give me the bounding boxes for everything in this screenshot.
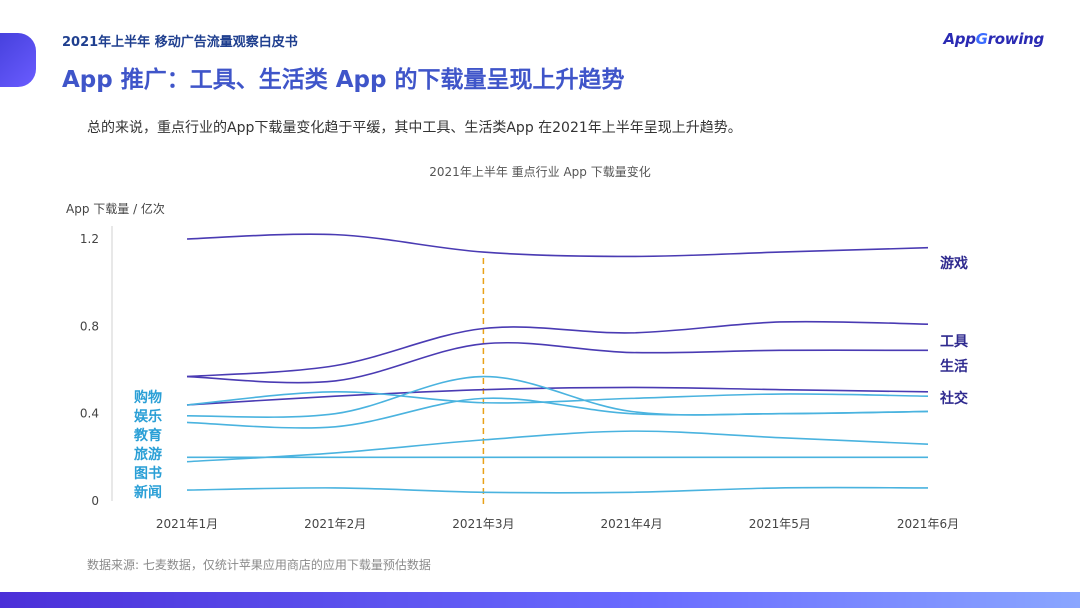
series-line-教育: [186, 397, 929, 429]
series-label-旅游: 旅游: [134, 446, 162, 463]
series-line-购物: [186, 391, 929, 406]
y-tick-label: 0.8: [80, 319, 99, 333]
logo-g: G: [975, 30, 988, 48]
series-line-工具: [186, 320, 929, 378]
series-label-社交: 社交: [939, 390, 968, 407]
x-tick-label: 2021年4月: [601, 517, 663, 531]
x-tick-label: 2021年3月: [452, 517, 514, 531]
chart-title: 2021年上半年 重点行业 App 下载量变化: [429, 165, 651, 179]
source-note: 数据来源: 七麦数据，仅统计苹果应用商店的应用下载量预估数据: [87, 558, 431, 572]
x-tick-label: 2021年5月: [749, 517, 811, 531]
series-label-游戏: 游戏: [940, 255, 968, 272]
series-line-旅游: [186, 430, 929, 463]
bottom-bar: [0, 592, 1080, 608]
series-line-社交: [186, 386, 929, 406]
series-line-生活: [186, 341, 929, 384]
y-tick-label: 0: [91, 494, 99, 508]
series-label-生活: 生活: [940, 358, 968, 375]
series-line-游戏: [186, 233, 929, 258]
report-title: 2021年上半年 移动广告流量观察白皮书: [62, 35, 298, 50]
logo-suffix: rowing: [987, 30, 1045, 48]
y-tick-label: 1.2: [80, 232, 99, 246]
series-label-图书: 图书: [134, 465, 162, 482]
series-label-娱乐: 娱乐: [134, 408, 162, 425]
x-tick-label: 2021年1月: [156, 517, 218, 531]
x-tick-label: 2021年6月: [897, 517, 959, 531]
x-tick-label: 2021年2月: [304, 517, 366, 531]
series-label-工具: 工具: [940, 334, 968, 350]
appgrowing-logo: AppGrowing: [943, 30, 1044, 48]
series-label-教育: 教育: [134, 427, 162, 444]
series-label-购物: 购物: [134, 389, 162, 406]
page-subtitle: 总的来说，重点行业的App下载量变化趋于平缓，其中工具、生活类App 在2021…: [87, 120, 742, 136]
accent-tab: [0, 33, 36, 87]
y-axis-label: App 下载量 / 亿次: [66, 202, 165, 216]
series-label-新闻: 新闻: [134, 484, 162, 501]
page-title: App 推广：工具、生活类 App 的下载量呈现上升趋势: [62, 67, 625, 93]
logo-prefix: App: [943, 30, 976, 48]
series-line-新闻: [186, 486, 929, 494]
y-tick-label: 0.4: [80, 407, 99, 421]
